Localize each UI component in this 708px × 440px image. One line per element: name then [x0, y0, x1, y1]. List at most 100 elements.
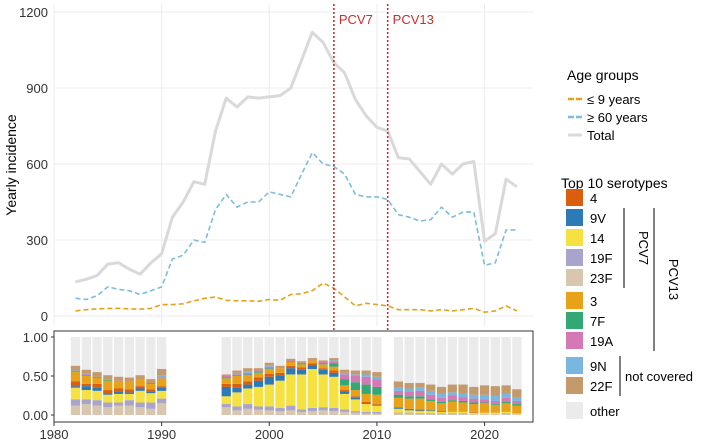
bar-segment-14: [264, 384, 274, 407]
bar-segment-7f: [372, 386, 382, 395]
bar-segment-19a: [350, 376, 361, 383]
bar-segment-other: [512, 337, 522, 415]
bar-segment-9v: [350, 397, 361, 400]
bar-segment-4: [232, 383, 242, 388]
bar-segment-19a: [458, 397, 468, 401]
bar-segment-22f: [243, 368, 253, 372]
y-tick-label: 0: [41, 309, 48, 324]
bar-segment-23f: [501, 414, 511, 415]
bar-segment-other: [490, 337, 500, 415]
bar-segment-14: [103, 394, 113, 403]
legend-swatch-other: [566, 402, 583, 419]
legend-label-14: 14: [590, 231, 604, 246]
bar-segment-4: [404, 408, 414, 410]
bar-segment-9n: [340, 372, 350, 375]
x-tick-label: 2020: [470, 427, 499, 440]
bar-segment-19f: [458, 413, 468, 415]
bar-segment-22f: [92, 372, 102, 377]
bar-segment-23f: [232, 410, 242, 415]
bar-2021: [490, 337, 500, 415]
bar-segment-14: [296, 374, 307, 410]
bar-segment-22f: [135, 375, 145, 380]
bar-segment-22f: [146, 379, 156, 384]
bar-segment-14: [221, 396, 231, 405]
bar-segment-14: [307, 368, 317, 408]
bar-segment-4: [81, 383, 91, 387]
bar-segment-3: [253, 372, 264, 378]
bar-segment-19a: [329, 361, 339, 364]
bar-segment-7f: [264, 368, 274, 369]
bar-segment-3: [340, 385, 350, 391]
bar-segment-3: [393, 397, 404, 408]
bar-segment-19a: [479, 399, 490, 403]
bar-2001: [275, 337, 285, 415]
bar-segment-14: [340, 393, 350, 410]
y-tick-label: 900: [26, 81, 48, 96]
bar-segment-14: [447, 411, 457, 414]
age-legend-label: Total: [587, 128, 615, 143]
bar-segment-19f: [329, 407, 339, 412]
bar-segment-7f: [146, 383, 156, 384]
bar-2012: [393, 337, 404, 415]
bar-segment-3: [501, 403, 511, 412]
legend-label-4: 4: [590, 191, 597, 206]
bar-segment-other: [436, 337, 447, 415]
bar-segment-14: [243, 388, 253, 405]
bar-segment-4: [124, 389, 134, 393]
bar-segment-4: [469, 411, 479, 413]
bar-segment-3: [436, 403, 447, 412]
bar-segment-7f: [350, 382, 361, 391]
bar-segment-9v: [253, 380, 264, 387]
bar-segment-19f: [447, 413, 457, 415]
bar-1988: [135, 337, 145, 415]
legend-swatch-4: [566, 189, 583, 206]
bar-segment-22f: [426, 384, 436, 391]
bar-2014: [415, 337, 425, 415]
bar-segment-other: [404, 337, 414, 415]
bar-segment-9v: [436, 411, 447, 412]
bar-segment-9n: [232, 372, 242, 375]
bar-segment-3: [372, 394, 382, 405]
bar-segment-14: [393, 408, 404, 413]
bar-segment-3: [318, 364, 328, 369]
bar-segment-14: [286, 374, 296, 406]
bar-segment-9n: [426, 390, 436, 395]
bar-segment-7f: [361, 384, 371, 394]
bar-segment-7f: [490, 404, 500, 405]
bar-segment-7f: [393, 394, 404, 398]
bar-segment-9v: [81, 386, 91, 391]
bar-segment-23f: [124, 405, 134, 415]
legend-label-22f: 22F: [590, 379, 612, 394]
bar-2003: [296, 337, 307, 415]
age-legend-title: Age groups: [567, 67, 639, 83]
bar-1983: [81, 337, 91, 415]
bar-2022: [501, 337, 511, 415]
bar-segment-23f: [81, 404, 91, 415]
bar-segment-14: [415, 411, 425, 414]
bar-segment-7f: [501, 401, 511, 404]
bar-segment-7f: [70, 371, 81, 373]
bar-segment-other: [447, 337, 457, 415]
bar-segment-7f: [329, 363, 339, 367]
bar-segment-19a: [415, 390, 425, 397]
bar-segment-4: [253, 377, 264, 381]
legend-swatch-19a: [566, 332, 583, 349]
bar-segment-22f: [501, 385, 511, 394]
bar-segment-9v: [146, 391, 156, 394]
bar-segment-4: [286, 365, 296, 369]
bar-segment-19f: [157, 398, 167, 404]
bar-segment-9v: [103, 393, 113, 395]
bar-segment-19f: [501, 413, 511, 415]
bar-segment-19a: [447, 395, 457, 401]
bar-segment-3: [512, 405, 522, 414]
bar-1982: [70, 337, 81, 415]
bar-segment-23f: [415, 414, 425, 415]
bar-segment-23f: [275, 411, 285, 415]
bar-segment-3: [157, 378, 167, 387]
legend-label-3: 3: [590, 294, 597, 309]
bar-1985: [103, 337, 113, 415]
bar-segment-23f: [296, 411, 307, 415]
bar-segment-22f: [479, 385, 490, 395]
bar-segment-9n: [447, 392, 457, 396]
bar-segment-9v: [135, 388, 145, 391]
